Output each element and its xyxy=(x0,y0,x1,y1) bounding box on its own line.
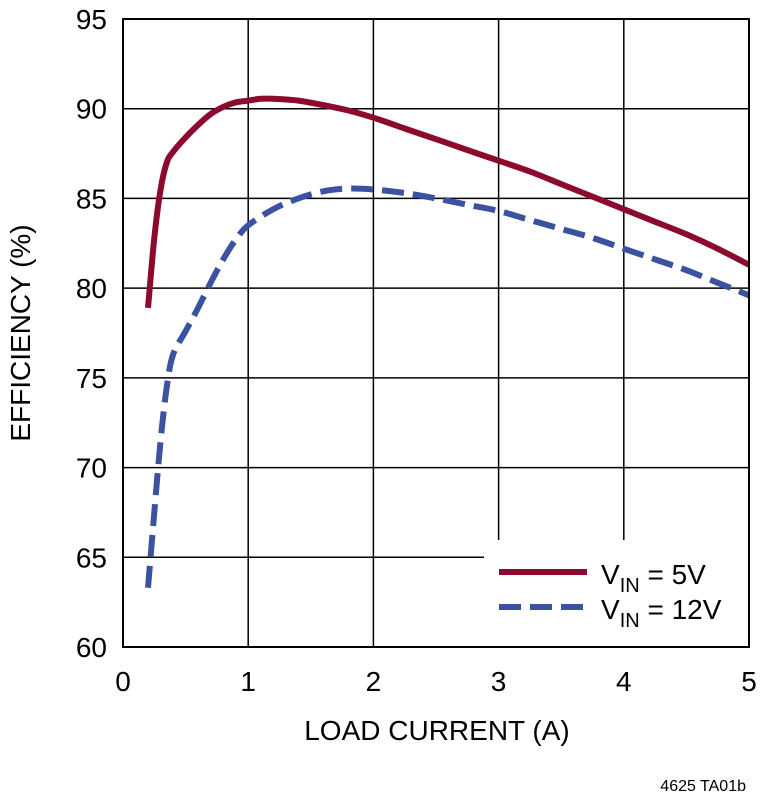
y-tick-label-60: 60 xyxy=(76,632,107,663)
y-tick-label-90: 90 xyxy=(76,94,107,125)
legend-box xyxy=(484,540,748,646)
plot-frame xyxy=(122,18,750,648)
x-tick-label-0: 0 xyxy=(115,666,131,697)
x-tick-label-2: 2 xyxy=(366,666,382,697)
y-tick-label-75: 75 xyxy=(76,363,107,394)
y-tick-label-70: 70 xyxy=(76,453,107,484)
y-tick-label-65: 65 xyxy=(76,542,107,573)
gridlines xyxy=(123,19,749,647)
y-tick-label-95: 95 xyxy=(76,4,107,35)
series-line-vin-12v xyxy=(145,185,751,589)
y-axis-title: EFFICIENCY (%) xyxy=(5,224,36,441)
data-series xyxy=(145,95,751,589)
legend-label-vin-12v: VIN = 12V xyxy=(601,594,722,632)
x-tick-label-1: 1 xyxy=(240,666,256,697)
x-tick-label-3: 3 xyxy=(491,666,507,697)
x-tick-label-4: 4 xyxy=(616,666,632,697)
legend: VIN = 5V VIN = 12V xyxy=(484,540,748,646)
y-tick-label-80: 80 xyxy=(76,273,107,304)
x-tick-label-5: 5 xyxy=(741,666,757,697)
x-axis-title: LOAD CURRENT (A) xyxy=(304,715,570,746)
y-tick-label-85: 85 xyxy=(76,183,107,214)
tick-labels: 0 1 2 3 4 5 60 65 70 75 80 85 90 95 xyxy=(76,4,757,697)
figure-id: 4625 TA01b xyxy=(660,778,746,795)
legend-label-vin-5v: VIN = 5V xyxy=(601,559,706,597)
series-line-vin-5v xyxy=(145,95,751,309)
